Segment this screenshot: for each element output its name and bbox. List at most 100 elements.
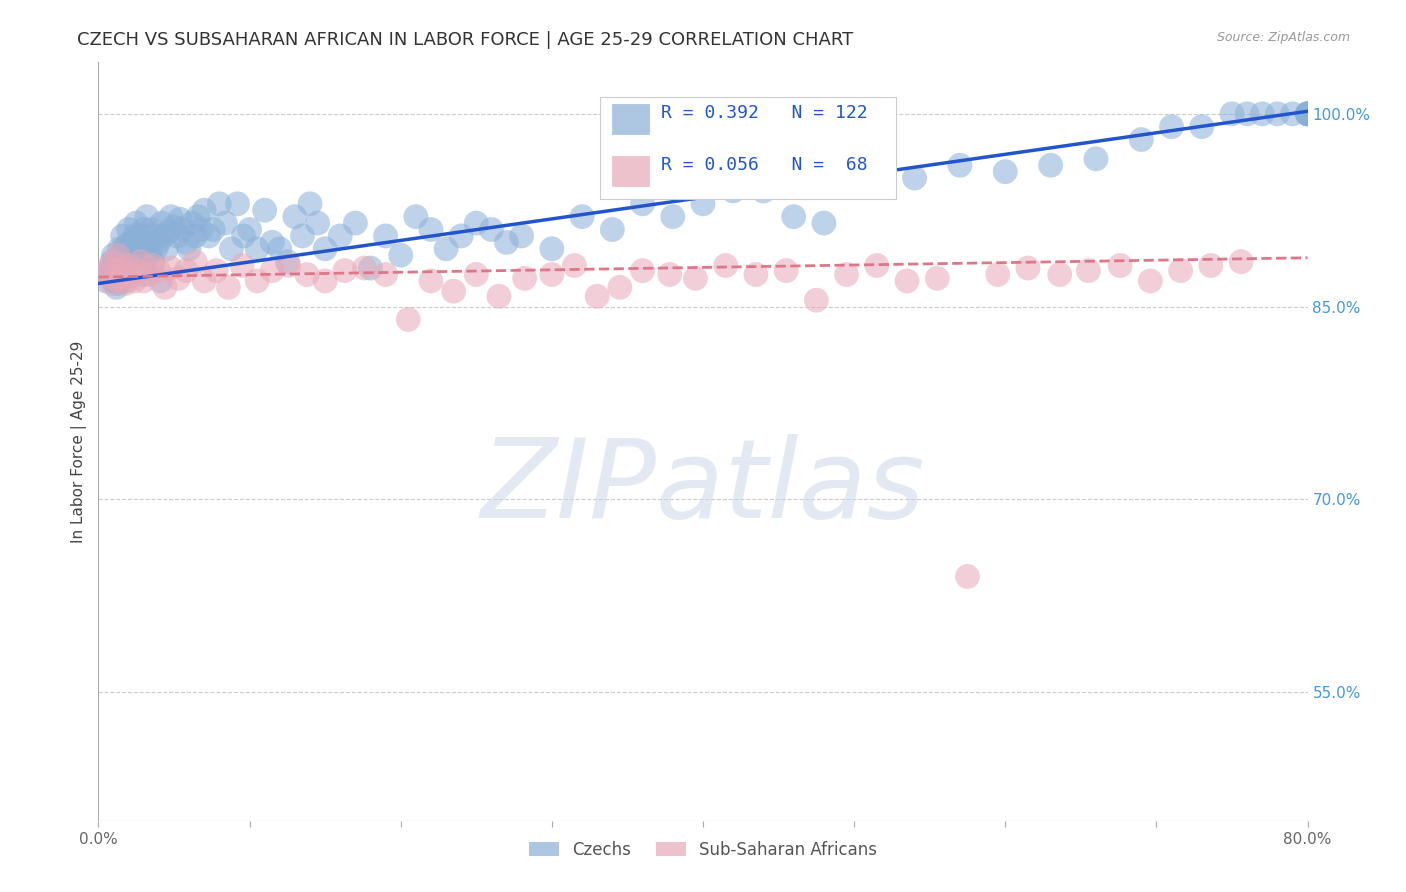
Point (396, 312, 419, 326)
Point (184, 228, 207, 243)
Point (1160, 120, 1182, 134)
Text: CZECH VS SUBSAHARAN AFRICAN IN LABOR FORCE | AGE 25-29 CORRELATION CHART: CZECH VS SUBSAHARAN AFRICAN IN LABOR FOR… (77, 31, 853, 49)
Point (783, 210, 806, 224)
Point (205, 263, 228, 277)
Point (269, 242, 291, 256)
Point (156, 225, 179, 239)
Point (1039, 158, 1062, 172)
Point (160, 210, 183, 224)
Point (132, 274, 155, 288)
Point (1049, 268, 1071, 282)
Point (114, 251, 136, 265)
Point (163, 219, 186, 234)
Point (152, 228, 174, 243)
Point (94, 274, 117, 288)
Point (1191, 120, 1213, 134)
Point (602, 222, 624, 236)
Point (1251, 107, 1274, 121)
Point (110, 254, 132, 268)
Point (149, 274, 172, 288)
Point (949, 158, 972, 172)
Point (187, 210, 209, 224)
Point (98, 268, 121, 282)
Point (374, 268, 396, 282)
Point (129, 254, 152, 268)
Point (987, 268, 1010, 282)
Point (148, 263, 170, 277)
Point (692, 196, 714, 211)
Point (858, 171, 880, 186)
Point (1296, 107, 1319, 121)
Point (111, 228, 134, 243)
Point (262, 263, 284, 277)
Point (540, 268, 562, 282)
Point (214, 216, 236, 230)
Point (723, 184, 745, 198)
Point (1017, 261, 1039, 276)
Point (122, 248, 145, 262)
Point (104, 271, 127, 285)
Point (110, 271, 132, 285)
Point (108, 242, 131, 256)
Point (135, 210, 157, 224)
Point (112, 242, 135, 256)
Point (1220, 107, 1243, 121)
Point (127, 251, 149, 265)
Point (110, 274, 132, 288)
Point (114, 277, 136, 291)
Point (115, 266, 138, 280)
Point (1085, 152, 1108, 166)
Point (360, 261, 382, 276)
Point (193, 274, 215, 288)
Point (103, 274, 125, 288)
Point (353, 261, 375, 276)
Point (98, 261, 121, 276)
Point (344, 216, 367, 230)
Point (105, 254, 128, 268)
Point (434, 242, 457, 256)
Point (142, 254, 165, 268)
Point (202, 222, 225, 236)
Point (124, 274, 146, 288)
Point (1199, 259, 1222, 273)
FancyBboxPatch shape (600, 96, 897, 199)
Point (217, 280, 239, 294)
Point (896, 274, 918, 288)
Point (1296, 107, 1319, 121)
Point (465, 216, 488, 230)
Point (94, 268, 117, 282)
Point (253, 203, 276, 218)
Point (714, 259, 737, 273)
Text: R = 0.392   N = 122: R = 0.392 N = 122 (661, 104, 868, 122)
Point (101, 254, 124, 268)
Point (685, 271, 707, 285)
Point (103, 261, 125, 276)
Point (420, 222, 443, 236)
Point (661, 210, 683, 224)
Text: Source: ZipAtlas.com: Source: ZipAtlas.com (1216, 31, 1350, 45)
Point (586, 289, 609, 303)
Point (121, 235, 143, 250)
Point (127, 263, 149, 277)
Point (132, 222, 155, 236)
Point (142, 259, 165, 273)
Point (571, 210, 593, 224)
Bar (613, 104, 648, 135)
Point (262, 235, 284, 250)
Point (103, 254, 125, 268)
Y-axis label: In Labor Force | Age 25-29: In Labor Force | Age 25-29 (72, 341, 87, 542)
Point (107, 277, 129, 291)
Point (115, 238, 138, 252)
Point (128, 242, 150, 256)
Point (197, 228, 219, 243)
Point (329, 228, 352, 243)
Point (488, 289, 510, 303)
Point (184, 254, 207, 268)
Point (208, 196, 231, 211)
Point (420, 274, 443, 288)
Point (101, 277, 124, 291)
Point (143, 228, 166, 243)
Point (111, 245, 134, 260)
Point (277, 259, 299, 273)
Point (775, 263, 797, 277)
